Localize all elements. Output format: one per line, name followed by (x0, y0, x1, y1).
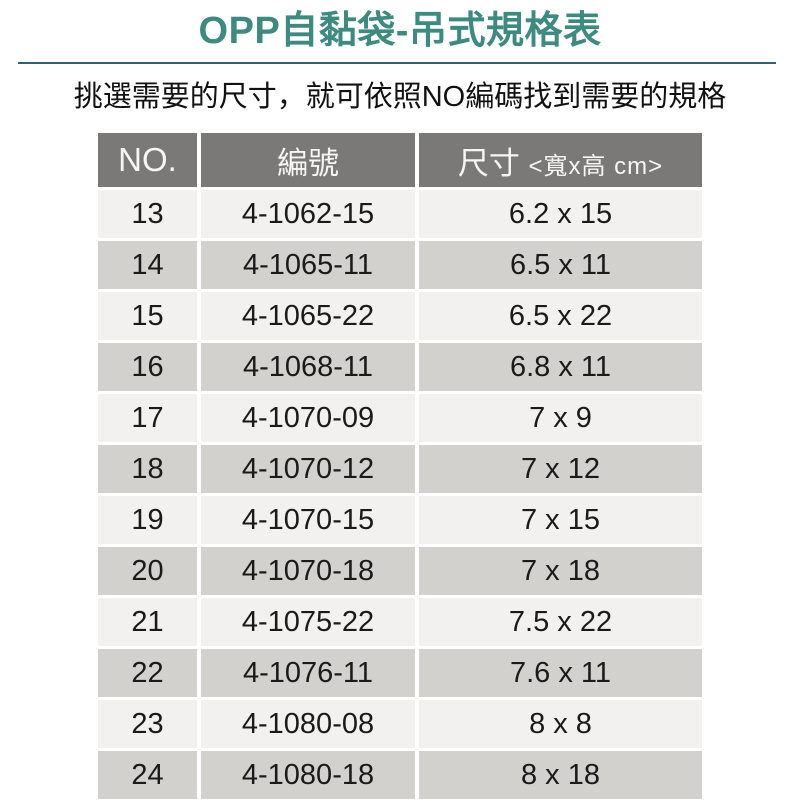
page-title: OPP自黏袋-吊式規格表 (198, 10, 602, 52)
cell-size: 7.6 x 11 (419, 649, 702, 698)
cell-size: 6.5 x 22 (419, 292, 702, 341)
table-row: 18 4-1070-12 7 x 12 (98, 445, 702, 494)
table-row: 23 4-1080-08 8 x 8 (98, 700, 702, 749)
cell-size: 8 x 18 (419, 751, 702, 800)
table-row: 16 4-1068-11 6.8 x 11 (98, 343, 702, 392)
cell-no: 15 (98, 292, 197, 341)
cell-code: 4-1075-22 (201, 598, 415, 647)
cell-size: 8 x 8 (419, 700, 702, 749)
cell-no: 18 (98, 445, 197, 494)
table-row: 17 4-1070-09 7 x 9 (98, 394, 702, 443)
cell-no: 23 (98, 700, 197, 749)
cell-no: 13 (98, 190, 197, 239)
cell-code: 4-1068-11 (201, 343, 415, 392)
table-row: 20 4-1070-18 7 x 18 (98, 547, 702, 596)
table-row: 15 4-1065-22 6.5 x 22 (98, 292, 702, 341)
cell-code: 4-1070-18 (201, 547, 415, 596)
cell-code: 4-1080-18 (201, 751, 415, 800)
spec-table-header: NO. 編號 尺寸 <寬x高 cm> (98, 133, 702, 188)
col-header-size-main: 尺寸 (457, 145, 520, 181)
cell-no: 17 (98, 394, 197, 443)
cell-code: 4-1070-09 (201, 394, 415, 443)
header-row: NO. 編號 尺寸 <寬x高 cm> (98, 133, 702, 188)
table-row: 22 4-1076-11 7.6 x 11 (98, 649, 702, 698)
cell-no: 24 (98, 751, 197, 800)
cell-no: 14 (98, 241, 197, 290)
title-divider (18, 61, 776, 64)
cell-code: 4-1080-08 (201, 700, 415, 749)
table-row: 21 4-1075-22 7.5 x 22 (98, 598, 702, 647)
cell-size: 6.8 x 11 (419, 343, 702, 392)
cell-no: 20 (98, 547, 197, 596)
table-row: 14 4-1065-11 6.5 x 11 (98, 241, 702, 290)
spec-table: NO. 編號 尺寸 <寬x高 cm> 13 4-1062-15 6.2 x 15… (94, 130, 706, 802)
cell-size: 6.5 x 11 (419, 241, 702, 290)
cell-size: 6.2 x 15 (419, 190, 702, 239)
cell-code: 4-1076-11 (201, 649, 415, 698)
col-header-code: 編號 (201, 133, 415, 188)
cell-size: 7.5 x 22 (419, 598, 702, 647)
cell-no: 21 (98, 598, 197, 647)
col-header-size-sub: <寬x高 cm> (528, 152, 664, 180)
cell-size: 7 x 12 (419, 445, 702, 494)
table-row: 19 4-1070-15 7 x 15 (98, 496, 702, 545)
col-header-size: 尺寸 <寬x高 cm> (419, 133, 702, 188)
cell-code: 4-1070-12 (201, 445, 415, 494)
cell-no: 19 (98, 496, 197, 545)
spec-table-body: 13 4-1062-15 6.2 x 15 14 4-1065-11 6.5 x… (98, 190, 702, 800)
cell-no: 22 (98, 649, 197, 698)
table-row: 13 4-1062-15 6.2 x 15 (98, 190, 702, 239)
cell-code: 4-1062-15 (201, 190, 415, 239)
cell-size: 7 x 18 (419, 547, 702, 596)
cell-no: 16 (98, 343, 197, 392)
cell-code: 4-1070-15 (201, 496, 415, 545)
table-row: 24 4-1080-18 8 x 18 (98, 751, 702, 800)
cell-code: 4-1065-22 (201, 292, 415, 341)
cell-code: 4-1065-11 (201, 241, 415, 290)
col-header-no: NO. (98, 133, 197, 188)
cell-size: 7 x 9 (419, 394, 702, 443)
subtitle: 挑選需要的尺寸，就可依照NO編碼找到需要的規格 (73, 80, 727, 113)
cell-size: 7 x 15 (419, 496, 702, 545)
